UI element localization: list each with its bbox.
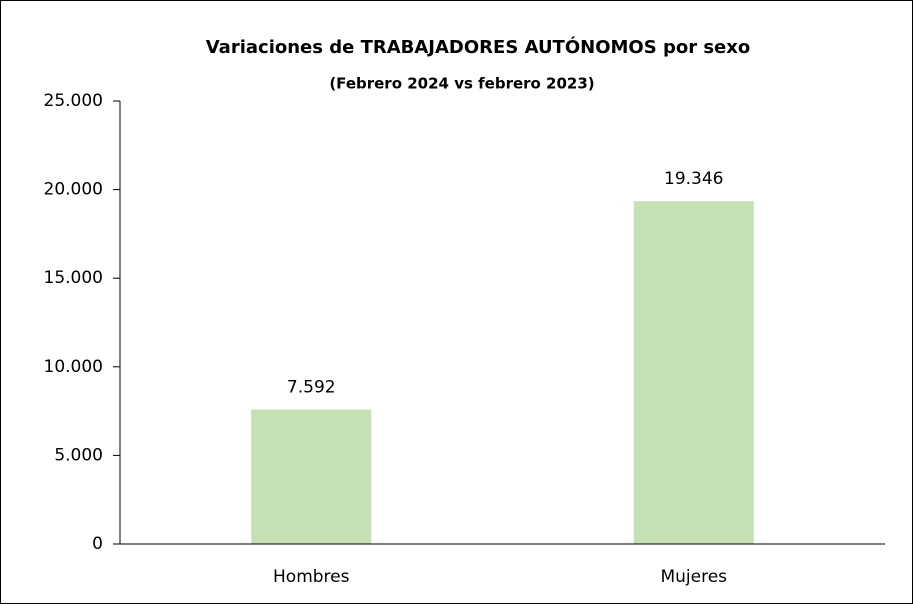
y-tick-label: 15.000: [44, 268, 103, 288]
chart-subtitle: (Febrero 2024 vs febrero 2023): [329, 75, 594, 93]
value-label: 7.592: [287, 377, 336, 397]
bar: [251, 409, 372, 544]
y-tick-label: 5.000: [54, 445, 103, 465]
y-tick-label: 25.000: [44, 91, 103, 111]
x-tick-label: Mujeres: [660, 567, 727, 587]
y-tick-label: 10.000: [44, 357, 103, 377]
x-tick-label: Hombres: [273, 567, 350, 587]
chart-title: Variaciones de TRABAJADORES AUTÓNOMOS po…: [206, 36, 751, 58]
value-label: 19.346: [664, 169, 723, 189]
y-tick-label: 0: [92, 534, 103, 554]
bar: [633, 201, 754, 544]
y-tick-label: 20.000: [44, 180, 103, 200]
